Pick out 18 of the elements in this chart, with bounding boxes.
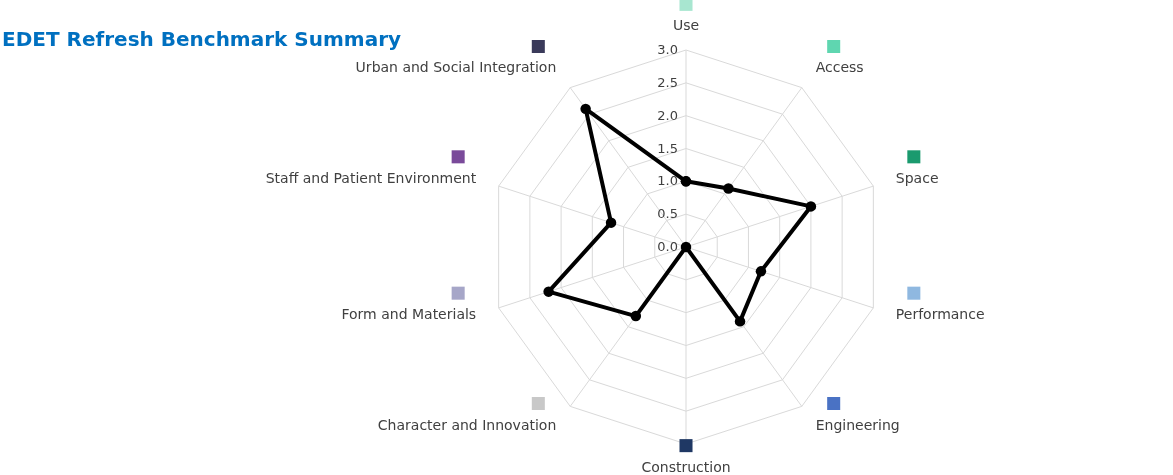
spoke-label: Staff and Patient Environment — [265, 169, 477, 186]
spoke-label: Use — [672, 17, 700, 34]
chart-title: EDET Refresh Benchmark Summary — [2, 27, 402, 51]
spoke-label: Performance — [895, 306, 985, 323]
spoke-label: Construction — [641, 458, 731, 475]
y-tick-label: 0.0 — [657, 239, 678, 254]
y-tick-label: 2.0 — [657, 107, 678, 123]
spoke-label: Character and Innovation — [377, 416, 557, 433]
y-tick-label: 0.5 — [657, 206, 678, 222]
spoke-label: Access — [815, 59, 864, 76]
y-tick-label: 1.5 — [657, 140, 678, 156]
y-tick-label: 2.5 — [657, 74, 678, 90]
y-tick-label: 3.0 — [657, 42, 678, 57]
spoke-label: Engineering — [815, 416, 900, 433]
spoke-label: Space — [895, 169, 939, 186]
spoke-label: Urban and Social Integration — [355, 59, 557, 76]
y-tick-label: 1.0 — [657, 173, 678, 189]
spoke-label: Form and Materials — [341, 306, 477, 323]
